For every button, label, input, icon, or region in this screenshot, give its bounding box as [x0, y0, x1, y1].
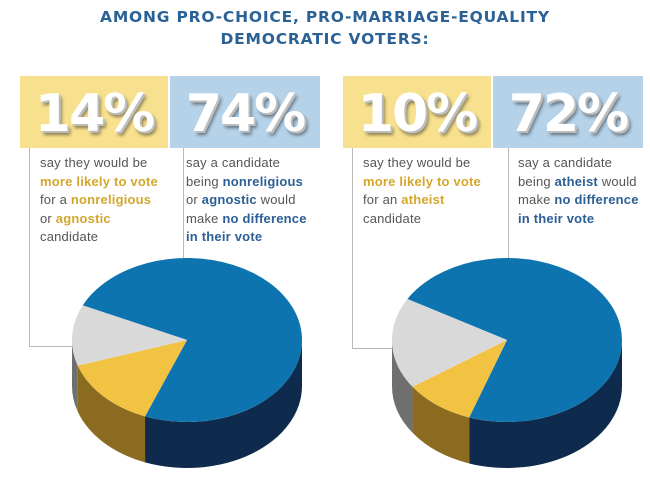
emphasis-text: more likely to vote: [40, 173, 158, 189]
description-line: more likely to vote: [40, 173, 158, 192]
description-line: candidate: [363, 210, 481, 229]
description-text: make: [186, 210, 223, 226]
emphasis-text: atheist: [554, 173, 598, 189]
chart-title: AMONG PRO-CHOICE, PRO-MARRIAGE-EQUALITY …: [0, 6, 650, 50]
emphasis-text: no difference: [222, 210, 307, 226]
description-line: being atheist would: [518, 173, 639, 192]
pie-chart-left: [71, 258, 303, 468]
pie-slice-more-likely-to-vote: [412, 340, 507, 418]
title-line-2: DEMOCRATIC VOTERS:: [220, 30, 430, 48]
description-text: say a candidate: [518, 155, 613, 170]
stat-description: say a candidate being atheist would make n…: [518, 154, 639, 228]
description-text: candidate: [363, 210, 422, 226]
yellow-stat-box: [343, 76, 491, 148]
description-text: say they would be: [363, 155, 471, 170]
leader-line: [352, 148, 353, 348]
pie-side-more-likely-to-vote: [77, 365, 146, 463]
leader-line: [183, 148, 184, 284]
yellow-stat-box: [20, 76, 168, 148]
stat-value-more-likely: 10%: [357, 84, 478, 144]
description-text: would: [597, 173, 637, 189]
description-line: being nonreligious: [186, 173, 307, 192]
description-line: say a candidate: [186, 154, 307, 173]
pie-slice-more-likely-to-vote: [77, 340, 187, 417]
stat-description: say they would be more likely to vote for …: [40, 154, 158, 247]
description-line: make no difference: [186, 210, 307, 229]
emphasis-text: in their vote: [518, 210, 595, 226]
emphasis-text: agnostic: [201, 192, 257, 207]
description-text: for a: [40, 192, 71, 207]
pie-slice-other: [392, 299, 507, 387]
description-line: in their vote: [186, 228, 307, 247]
stat-value-no-difference: 72%: [508, 84, 629, 144]
blue-stat-box: [170, 76, 320, 148]
leader-line: [508, 148, 509, 284]
pie-slice-no-difference: [407, 258, 622, 422]
pie-side-other: [392, 340, 413, 433]
description-text: say a candidate: [186, 155, 281, 170]
emphasis-text: nonreligious: [222, 173, 304, 189]
blue-stat-box: [493, 76, 643, 148]
stat-value-no-difference: 74%: [185, 84, 306, 144]
pie-side-no-difference: [469, 340, 622, 468]
pie-side-more-likely-to-vote: [412, 386, 470, 464]
description-line: in their vote: [518, 210, 639, 229]
description-line: for a nonreligious: [40, 191, 158, 210]
emphasis-text: atheist: [401, 192, 445, 207]
description-line: or agnostic: [40, 210, 158, 229]
description-text: being: [518, 173, 555, 189]
description-text: being: [186, 173, 223, 189]
description-line: make no difference: [518, 191, 639, 210]
emphasis-text: agnostic: [55, 210, 111, 226]
pie-side-other: [72, 340, 78, 412]
description-line: candidate: [40, 228, 158, 247]
pie-slice-other: [71, 305, 187, 366]
emphasis-text: in their vote: [186, 229, 263, 244]
leader-line: [29, 346, 103, 347]
description-line: for an atheist: [363, 191, 481, 210]
title-line-1: AMONG PRO-CHOICE, PRO-MARRIAGE-EQUALITY: [100, 8, 550, 26]
leader-line: [29, 148, 30, 346]
emphasis-text: more likely to vote: [363, 173, 481, 189]
description-line: say a candidate: [518, 154, 639, 173]
description-text: say they would be: [40, 155, 148, 170]
description-text: or: [186, 192, 202, 207]
emphasis-text: no difference: [554, 192, 639, 207]
description-line: more likely to vote: [363, 173, 481, 192]
emphasis-text: nonreligious: [70, 192, 152, 207]
description-line: or agnostic would: [186, 191, 307, 210]
stat-description: say a candidate being nonreligious or agno…: [186, 154, 307, 247]
description-text: candidate: [40, 229, 99, 244]
description-text: or: [40, 210, 56, 226]
pie-side-no-difference: [145, 340, 302, 468]
pie-slice-no-difference: [82, 258, 303, 422]
description-text: make: [518, 192, 555, 207]
stat-value-more-likely: 14%: [34, 84, 155, 144]
description-text: would: [256, 192, 296, 207]
pie-chart-right: [392, 258, 622, 468]
leader-line: [352, 348, 426, 349]
description-line: say they would be: [40, 154, 158, 173]
description-text: for an: [363, 192, 402, 207]
stat-description: say they would be more likely to vote for …: [363, 154, 481, 228]
description-line: say they would be: [363, 154, 481, 173]
